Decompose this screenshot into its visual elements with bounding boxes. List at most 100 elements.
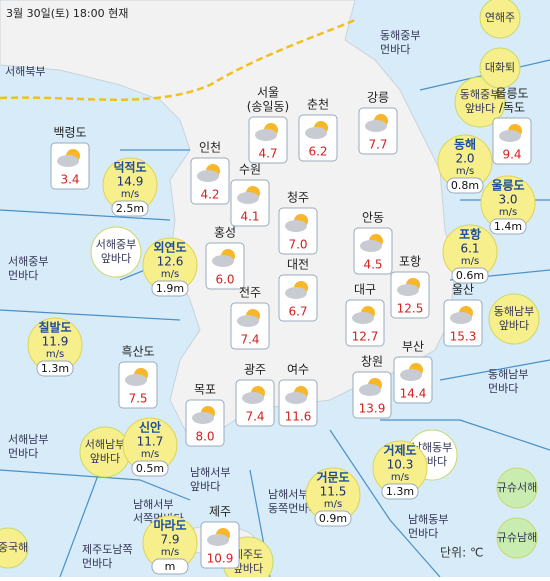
region-label: 동해중부: [460, 87, 500, 101]
city-temp: 7.4: [245, 410, 264, 424]
region-label: 남해서부: [190, 465, 230, 479]
weather-icon-cloud: [397, 284, 419, 296]
wave-pill: [36, 360, 74, 377]
timestamp: 3월 30일(토) 18:00 현재: [6, 6, 128, 20]
city-temp: 15.3: [450, 330, 477, 344]
station-name: 칠발도: [38, 320, 71, 335]
region-label: 서해남부: [85, 437, 125, 451]
station-wave: m: [165, 560, 176, 573]
region-label: 먼바다: [380, 43, 410, 56]
weather-icon-cloud: [255, 129, 277, 141]
region-circle: [454, 76, 506, 128]
city-name: 포항: [399, 255, 421, 269]
station-name: 포항: [459, 227, 481, 242]
station-wind: 12.6: [157, 255, 184, 269]
city-name: 목포: [194, 383, 216, 397]
city-name: 부산: [402, 340, 424, 354]
city-name: 인천: [199, 140, 221, 155]
city-temp: 13.9: [359, 402, 386, 416]
city: 춘천 6.2: [298, 97, 338, 162]
region-circle: [496, 517, 538, 559]
city-name: 대구: [354, 283, 376, 297]
city-temp: 10.9: [207, 552, 234, 566]
station-wind: 11.5: [320, 485, 347, 499]
city-name: 수원: [239, 163, 261, 177]
station-wind: 6.1: [460, 242, 479, 256]
station-wave: 0.6m: [456, 269, 484, 282]
wave-pill: [381, 483, 419, 500]
station-name: 울릉도: [491, 178, 524, 193]
region-circle: [90, 226, 142, 278]
region-label: 먼바다: [408, 527, 438, 540]
city-name: 울릉도: [495, 87, 528, 101]
city: 광주 7.4: [235, 363, 275, 427]
sea-station: 동해2.0m/s 0.8m: [437, 134, 493, 194]
station-wave: 1.3m: [386, 485, 414, 498]
region-label: 동해남부: [494, 304, 534, 318]
region-label: 앞바다: [90, 452, 120, 465]
weather-icon-cloud: [450, 312, 472, 324]
station-wave: 0.8m: [451, 179, 479, 192]
city-temp: 3.4: [60, 173, 79, 187]
weather-icon-cloud: [359, 384, 381, 396]
front-line: [0, 18, 356, 102]
station-wind: 11.7: [137, 435, 164, 449]
station-wind-unit: m/s: [161, 269, 179, 280]
region-circle: [488, 293, 540, 345]
city-temp: 8.0: [195, 430, 214, 444]
station-wave: 0.5m: [136, 462, 164, 475]
city: 부산 14.4: [393, 340, 433, 404]
city: 수원 4.1: [230, 163, 270, 227]
city-temp: 9.4: [502, 148, 521, 162]
station-name: 거제도: [383, 443, 416, 458]
region-label: 남해서부: [133, 497, 173, 511]
station-name: 동해: [454, 138, 476, 152]
city-name: 대전: [287, 258, 309, 272]
region-label: 규슈서해: [497, 480, 537, 494]
city: 울산 15.3: [443, 283, 483, 347]
weather-icon-cloud: [125, 374, 147, 386]
station-wave: 1.4m: [494, 220, 522, 233]
weather-icon-cloud: [207, 534, 229, 546]
wave-pill: [314, 510, 352, 527]
region-label: 동쪽먼바다: [268, 502, 319, 515]
city-temp: 7.5: [128, 392, 147, 406]
weather-icon-cloud: [192, 412, 214, 424]
city: 대구 12.7: [345, 283, 385, 347]
city: 안동 4.5: [353, 211, 393, 275]
region-circle: [0, 527, 29, 569]
weather-icon-cloud: [285, 287, 307, 299]
weather-icon-cloud: [305, 127, 327, 139]
station-wave: 1.3m: [41, 362, 69, 375]
city: 청주 7.0: [278, 191, 318, 255]
wave-pill: [446, 177, 484, 194]
weather-icon-cloud: [57, 155, 79, 167]
city-temp: 14.4: [400, 387, 427, 401]
city: 전주 7.4: [230, 286, 270, 350]
station-wind: 14.9: [117, 175, 144, 189]
city-name: 서울: [257, 86, 279, 100]
city-subname: /독도: [499, 101, 525, 115]
city-temp: 6.2: [308, 145, 327, 159]
city-subname: (송일동): [247, 100, 289, 114]
station-wind-unit: m/s: [499, 207, 517, 218]
city-temp: 11.6: [285, 410, 312, 424]
region-label: 먼바다: [488, 382, 518, 395]
region-label: 남해동부: [408, 512, 448, 526]
region-circle: [479, 47, 521, 89]
region-label: 남해서부: [268, 487, 308, 501]
region-label: 제주도: [233, 548, 263, 561]
station-wind-unit: m/s: [121, 189, 139, 200]
station-wind: 7.9: [160, 533, 179, 547]
city: 목포 8.0: [185, 383, 225, 447]
weather-icon-cloud: [499, 130, 521, 142]
city-name: 여수: [287, 363, 309, 377]
city-name: 전주: [239, 286, 261, 300]
city-name: 홍성: [214, 226, 236, 240]
city: 흑산도 7.5: [118, 345, 158, 409]
city-name: 백령도: [53, 126, 86, 140]
